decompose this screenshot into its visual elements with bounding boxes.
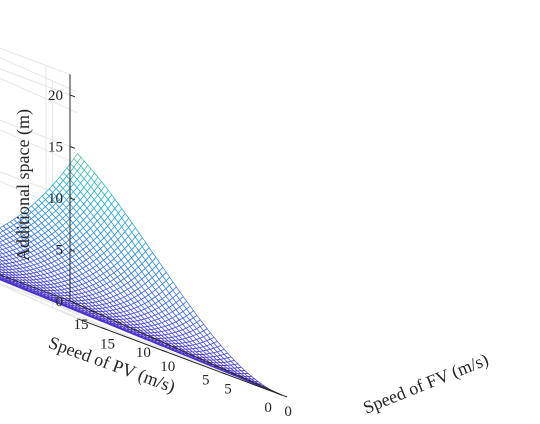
axis-lines [0, 74, 288, 398]
fv-tick-mark [281, 394, 288, 398]
gridline-z-right [0, 77, 78, 114]
pv-tick-mark [276, 392, 283, 396]
gridline-z-left [0, 119, 71, 147]
fv-tick-label: 5 [224, 382, 232, 398]
fv-tick-label: 10 [160, 359, 175, 375]
gridline-top-right [0, 57, 78, 93]
fv-front-axis-line [77, 318, 283, 396]
z-tick-label: 5 [56, 243, 64, 259]
pv-tick-mark [89, 309, 96, 313]
x-axis-label: Speed of FV (m/s) [360, 349, 491, 418]
z-axis-label: Additional space (m) [13, 109, 34, 261]
gridline-top-left [0, 47, 71, 75]
pv-axis-line-back [0, 274, 71, 302]
z-tick-mark [69, 146, 76, 149]
pv-tick-label: 10 [136, 345, 151, 361]
gridline-pv-floor [0, 283, 78, 320]
surface-cell [73, 153, 82, 163]
fv-tick-label: 0 [284, 404, 292, 420]
tick-labels: 0 5 10 15 20 0 5 10 15 0 5 10 15 [48, 88, 292, 420]
z-tick-mark [69, 197, 76, 201]
z-tick-label: 20 [48, 88, 63, 104]
z-tick-mark [69, 300, 76, 304]
pv-tick-label: 5 [202, 372, 210, 388]
pv-tick-mark [214, 365, 220, 368]
z-tick-label: 10 [48, 191, 63, 207]
pv-tick-label: 15 [73, 317, 88, 333]
pv-front-axis-line [69, 300, 283, 396]
gridline-z-right [0, 129, 78, 165]
fv-tick-mark [101, 327, 107, 330]
pv-tick-mark [152, 337, 158, 341]
z-tick-label: 0 [56, 294, 64, 310]
z-tick-label: 15 [48, 140, 63, 156]
gridline-pv-floor [0, 279, 138, 342]
z-tick-mark [69, 94, 76, 98]
pv-tick-label: 0 [264, 400, 272, 416]
gridline-z-left [0, 171, 71, 199]
z-tick-mark [69, 249, 76, 252]
fv-tick-mark [221, 372, 228, 375]
fv-tick-mark [161, 349, 167, 353]
gridline-z-left [0, 68, 71, 96]
fv-tick-label: 15 [100, 337, 115, 353]
